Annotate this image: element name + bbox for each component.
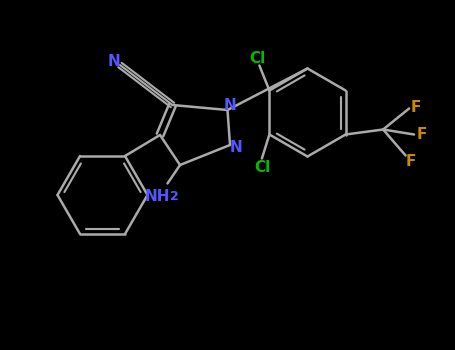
Text: Cl: Cl bbox=[249, 50, 265, 65]
Text: F: F bbox=[405, 154, 416, 169]
Text: N: N bbox=[108, 54, 121, 69]
Text: Cl: Cl bbox=[254, 160, 270, 175]
Text: 2: 2 bbox=[170, 190, 178, 203]
Text: F: F bbox=[410, 100, 421, 115]
Text: F: F bbox=[416, 127, 427, 142]
Text: N: N bbox=[223, 98, 237, 113]
Text: NH: NH bbox=[145, 189, 170, 204]
Text: N: N bbox=[230, 140, 243, 155]
